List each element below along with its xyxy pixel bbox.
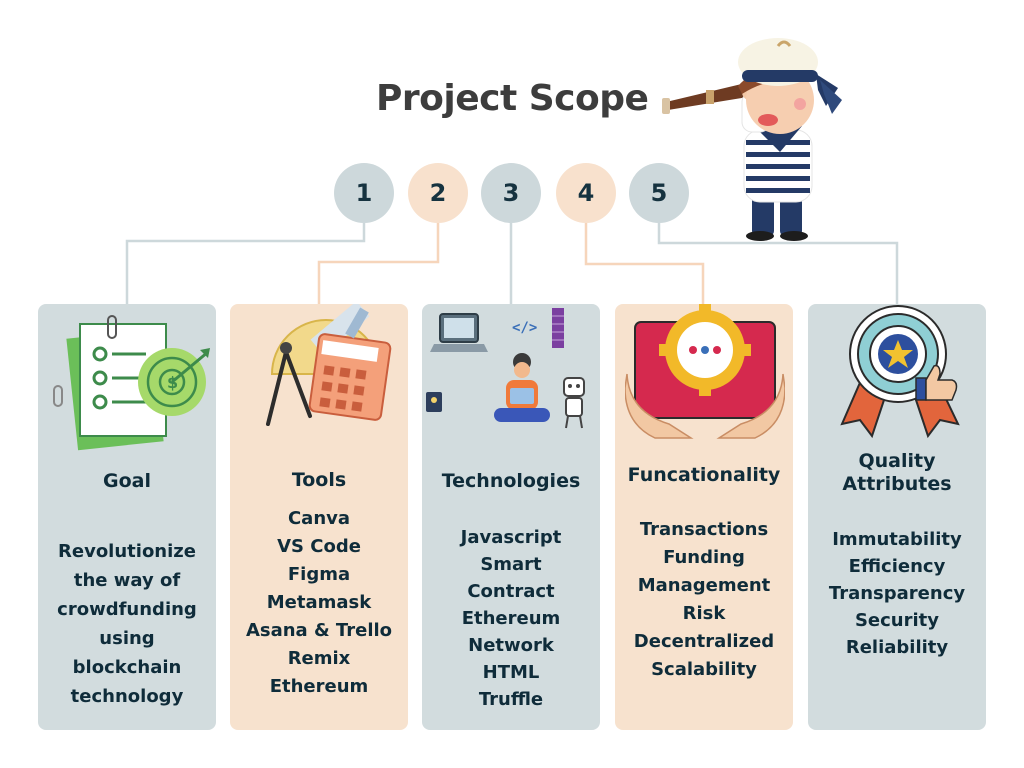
- technologies-card: </> Technologies Javascript Smart Contra…: [422, 304, 600, 730]
- tools-title: Tools: [291, 469, 347, 491]
- goal-card: $ Goal Revolutionize the way of crowdfun…: [38, 304, 216, 730]
- quality-attribute-item: Immutability: [832, 529, 962, 550]
- step-3-circle: 3: [481, 163, 541, 223]
- quality-attribute-item: Efficiency: [848, 556, 946, 577]
- tools-item: VS Code: [277, 536, 361, 557]
- tools-item: Canva: [287, 508, 351, 529]
- goal-line: technology: [70, 686, 184, 707]
- functionality-item: Decentralized: [633, 631, 775, 652]
- quality-attributes-list: Immutability Efficiency Transparency Sec…: [808, 526, 986, 661]
- functionality-list: Transactions Funding Management Risk Dec…: [615, 516, 793, 684]
- tools-item: Metamask: [266, 592, 372, 613]
- tools-item: Asana & Trello: [245, 620, 393, 641]
- developer-laptop-icon: </>: [426, 308, 585, 429]
- award-badge-icon: [840, 305, 960, 439]
- sailor-telescope-illustration: [662, 38, 842, 241]
- technologies-item: Network: [468, 635, 554, 656]
- functionality-title: Funcationality: [627, 464, 781, 486]
- functionality-item: Funding: [663, 547, 745, 568]
- technologies-item: Truffle: [478, 689, 544, 710]
- page-title: Project Scope: [376, 78, 649, 119]
- technologies-title: Technologies: [441, 470, 581, 492]
- goal-description: Revolutionize the way of crowdfunding us…: [38, 537, 216, 711]
- functionality-item: Management: [637, 575, 771, 596]
- technologies-item: Javascript: [460, 527, 562, 548]
- functionality-item: Transactions: [639, 519, 769, 540]
- tools-list: Canva VS Code Figma Metamask Asana & Tre…: [230, 505, 408, 701]
- tools-card: Tools Canva VS Code Figma Metamask Asana…: [230, 304, 408, 730]
- step-1-circle: 1: [334, 163, 394, 223]
- goal-line: Revolutionize: [58, 541, 196, 562]
- goal-line: using: [99, 628, 155, 649]
- technologies-item: Smart: [480, 554, 542, 575]
- quality-attribute-item: Reliability: [845, 637, 949, 658]
- quality-attributes-title: Quality Attributes: [808, 450, 986, 496]
- step-5-circle: 5: [629, 163, 689, 223]
- technologies-item: Contract: [467, 581, 555, 602]
- quality-attribute-item: Security: [854, 610, 940, 631]
- functionality-card: Funcationality Transactions Funding Mana…: [615, 304, 793, 730]
- functionality-item: Risk: [682, 603, 726, 624]
- quality-attributes-title-line: Quality: [858, 450, 936, 472]
- quality-attribute-item: Transparency: [828, 583, 966, 604]
- technologies-item: Ethereum: [461, 608, 561, 629]
- goal-line: blockchain: [72, 657, 182, 678]
- checklist-target-icon: $: [53, 315, 210, 451]
- technologies-list: Javascript Smart Contract Ethereum Netwo…: [422, 524, 600, 713]
- tools-item: Figma: [287, 564, 351, 585]
- step-4-circle: 4: [556, 163, 616, 223]
- goal-line: crowdfunding: [57, 599, 197, 620]
- technologies-item: HTML: [482, 662, 540, 683]
- calculator-compass-icon: [266, 304, 392, 426]
- functionality-item: Scalability: [651, 659, 757, 680]
- tools-item: Remix: [287, 648, 351, 669]
- quality-attributes-card: Quality Attributes Immutability Efficien…: [808, 304, 986, 730]
- svg-text:</>: </>: [512, 320, 537, 336]
- quality-attributes-title-line: Attributes: [842, 473, 952, 495]
- hands-gear-monitor-icon: [625, 304, 785, 439]
- telescope-icon: [662, 82, 754, 114]
- step-2-circle: 2: [408, 163, 468, 223]
- goal-title: Goal: [103, 470, 151, 492]
- goal-line: the way of: [73, 570, 181, 591]
- tools-item: Ethereum: [269, 676, 369, 697]
